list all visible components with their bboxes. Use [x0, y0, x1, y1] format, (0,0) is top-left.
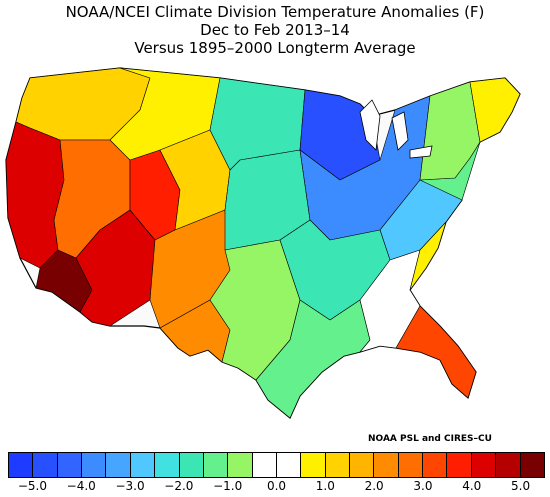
legend-swatch-4 [106, 453, 131, 477]
region-new-england [469, 77, 521, 143]
legend-tick-label: 4.0 [462, 479, 482, 493]
legend-tick-label: 2.0 [364, 479, 384, 493]
legend-colorbar [8, 452, 545, 478]
legend-swatch-17 [423, 453, 448, 477]
legend-swatch-18 [447, 453, 472, 477]
legend-tick-label: −1.0 [213, 479, 243, 493]
legend-ticks: −5.0 −4.0 −3.0 −2.0 −1.0 0.0 1.0 2.0 3.0 4.0 5.0 [0, 478, 550, 496]
legend-swatch-16 [398, 453, 424, 477]
legend-swatch-6 [155, 453, 180, 477]
legend-swatch-21 [520, 453, 544, 477]
legend-swatch-15 [374, 453, 399, 477]
legend-swatch-8 [203, 453, 229, 477]
legend-swatch-10 [252, 453, 277, 477]
legend-swatch-11 [276, 453, 302, 477]
legend-swatch-14 [350, 453, 375, 477]
map-period: Dec to Feb 2013–14 [200, 21, 350, 39]
legend-swatch-3 [82, 453, 107, 477]
map-title: NOAA/NCEI Climate Division Temperature A… [65, 3, 485, 21]
legend-tick-label: −3.0 [115, 479, 145, 493]
legend-tick-label: −4.0 [66, 479, 96, 493]
legend-swatch-12 [301, 453, 326, 477]
legend-swatch-1 [33, 453, 58, 477]
legend-tick-label: −5.0 [17, 479, 47, 493]
legend-swatch-5 [130, 453, 156, 477]
region-california-coast [5, 121, 65, 269]
legend-swatch-2 [57, 453, 83, 477]
legend-swatch-20 [496, 453, 521, 477]
source-credit: NOAA PSL and CIRES–CU [368, 434, 492, 444]
legend-tick-label: 3.0 [413, 479, 433, 493]
legend-tick-label: 1.0 [315, 479, 335, 493]
legend-tick-label: 0.0 [266, 479, 287, 493]
map-baseline: Versus 1895–2000 Longterm Average [134, 39, 416, 57]
legend-swatch-9 [228, 453, 253, 477]
region-florida [395, 305, 477, 399]
legend-tick-label: −2.0 [164, 479, 194, 493]
region-georgia-carolinas [409, 221, 447, 291]
legend-swatch-19 [471, 453, 497, 477]
legend-swatch-13 [325, 453, 351, 477]
legend-swatch-7 [179, 453, 204, 477]
legend-tick-label: 5.0 [511, 479, 531, 493]
legend-swatch-0 [9, 453, 34, 477]
great-lakes [359, 99, 433, 159]
